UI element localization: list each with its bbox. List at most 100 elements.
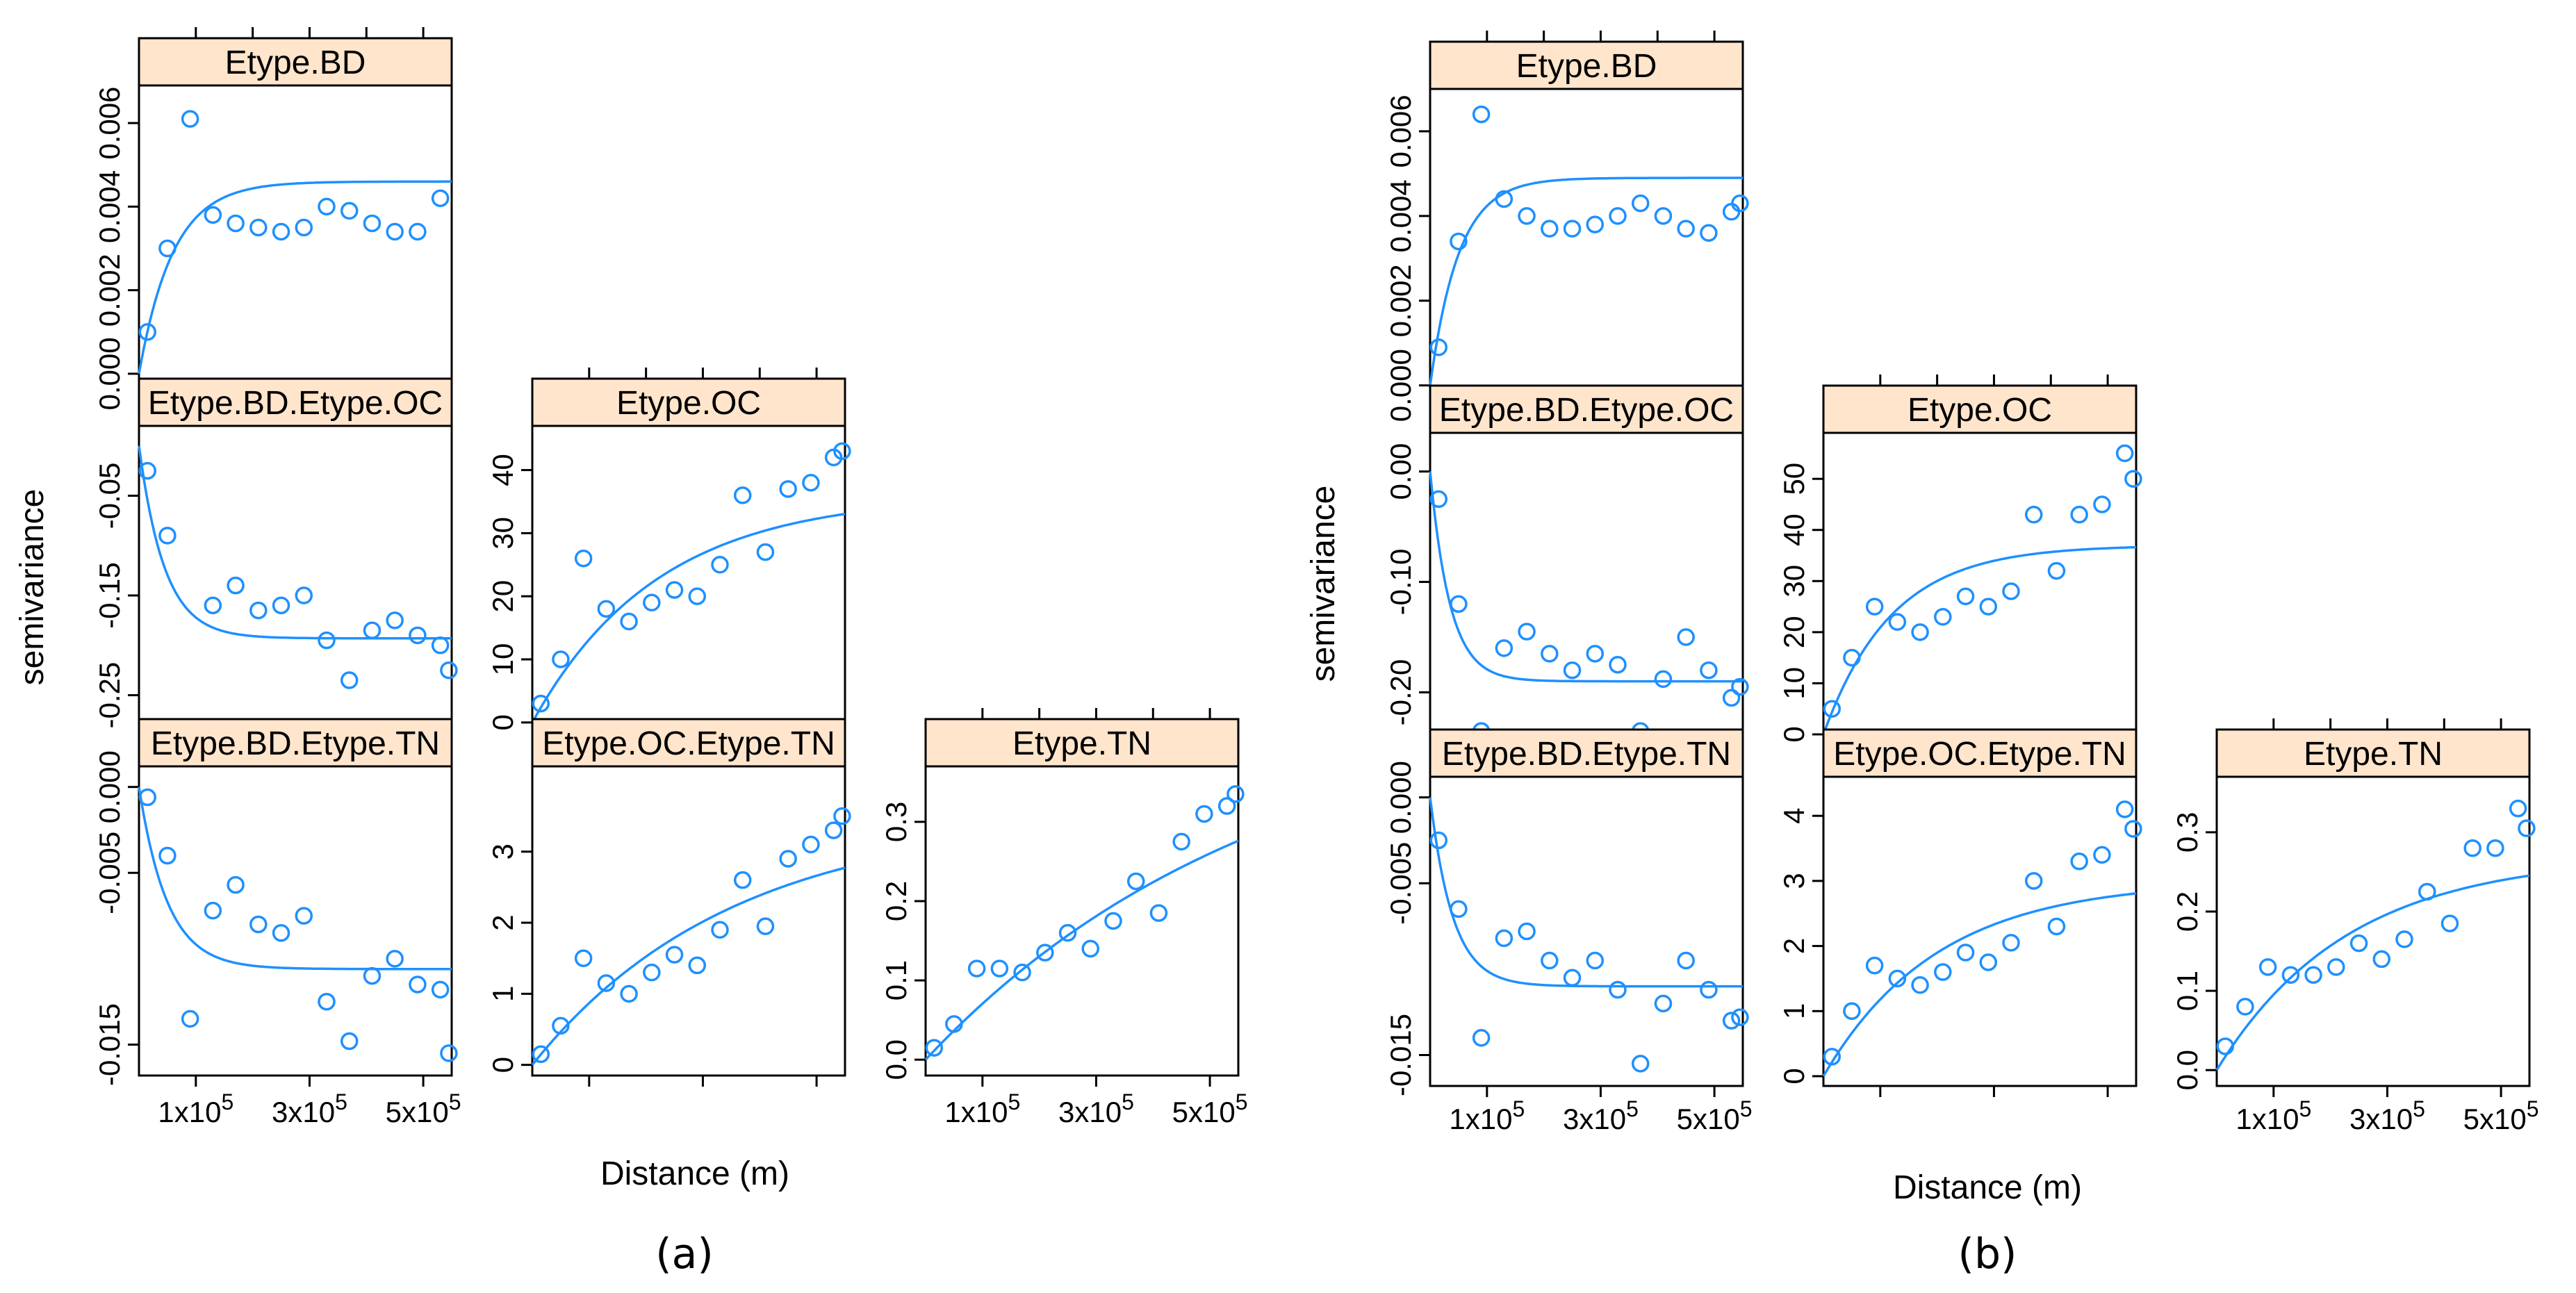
data-point — [363, 621, 382, 640]
data-point — [597, 974, 616, 992]
data-point — [409, 975, 427, 994]
data-point — [2372, 950, 2391, 969]
panel-Etype.BD.Etype.TN: Etype.BD.Etype.TN -0.015 -0.005 0.000 1x105 3… — [1384, 728, 1753, 1135]
y-tick-label: 0.006 — [1384, 94, 1417, 167]
y-tick-label: -0.005 — [1384, 842, 1417, 925]
strip-label: Etype.BD — [225, 44, 366, 81]
data-point — [249, 915, 268, 934]
x-axis-title-b: Distance (m) — [1893, 1169, 2082, 1206]
y-tick-label: 0.1 — [2171, 971, 2204, 1011]
subfigure-label-b: (b) — [1958, 1230, 2017, 1278]
data-point — [409, 222, 427, 241]
data-point — [1429, 338, 1448, 356]
data-point — [574, 549, 593, 568]
data-point — [227, 214, 245, 233]
data-point — [2002, 934, 2020, 952]
strip-Etype.TN — [2215, 728, 2531, 778]
data-point — [1518, 207, 1536, 225]
data-point — [552, 650, 570, 668]
data-point — [2281, 966, 2300, 985]
y-tick-label: 0.3 — [2171, 812, 2204, 853]
y-tick-label: -0.005 — [93, 832, 126, 914]
plot-frame — [1429, 431, 1744, 743]
panel-Etype.BD.Etype.OC: Etype.BD.Etype.OC -0.20 -0.10 0.00 — [1384, 384, 1749, 743]
data-point — [1472, 105, 1491, 124]
data-point — [756, 917, 775, 935]
data-point — [1934, 608, 1952, 626]
data-point — [1700, 980, 1718, 999]
data-point — [1934, 963, 1952, 981]
y-tick-label: 0.0 — [2171, 1050, 2204, 1090]
plot-frame — [1822, 775, 2138, 1087]
strip-Etype.BD — [138, 37, 453, 87]
data-point — [1104, 912, 1122, 930]
data-point — [272, 222, 290, 241]
data-point — [204, 901, 222, 920]
data-point — [1541, 645, 1559, 663]
plot-frame — [1822, 431, 2138, 743]
y-tick-label: 0 — [1778, 1068, 1810, 1084]
data-point — [2093, 846, 2111, 864]
y-tick-label: 20 — [486, 580, 519, 613]
data-point — [1563, 661, 1582, 680]
data-point — [1563, 220, 1582, 238]
strip-Etype.BD.Etype.TN — [1429, 728, 1744, 778]
model-curve — [1429, 471, 1743, 683]
data-point — [1888, 969, 1907, 988]
data-point — [1823, 1048, 1841, 1066]
data-point — [1013, 963, 1031, 982]
y-tick-label: -0.20 — [1384, 659, 1417, 726]
strip-label: Etype.BD — [1516, 48, 1657, 85]
data-point — [2216, 1037, 2235, 1055]
x-tick-label: 3x105 — [1058, 1089, 1134, 1128]
data-point — [1227, 785, 1245, 803]
data-point — [1472, 1029, 1491, 1047]
data-point — [824, 821, 843, 839]
data-point — [138, 461, 157, 480]
data-point — [1865, 956, 1884, 975]
y-tick-label: 0.1 — [880, 960, 912, 1000]
data-point — [249, 601, 268, 620]
data-point — [1843, 1002, 1861, 1021]
data-point — [1631, 194, 1650, 213]
panel-Etype.OC.Etype.TN: Etype.OC.Etype.TN 0 1 2 3 — [486, 718, 851, 1087]
data-point — [227, 576, 245, 595]
strip-label: Etype.BD.Etype.OC — [148, 385, 443, 422]
y-tick-label: 0.2 — [2171, 891, 2204, 932]
data-point — [1609, 207, 1627, 225]
y-tick-label: 1 — [1778, 1003, 1810, 1019]
data-point — [1722, 203, 1741, 221]
data-point — [363, 966, 382, 985]
y-tick-label: 0 — [1778, 726, 1810, 742]
data-point — [2418, 882, 2436, 901]
data-point — [340, 1032, 359, 1051]
strip-label: Etype.OC.Etype.TN — [542, 725, 835, 762]
data-point — [711, 556, 729, 574]
chart-a: Etype.BD0.0000.0020.0040.006Etype.BD.Ety… — [93, 27, 1248, 1128]
data-point — [1586, 215, 1605, 233]
model-curve — [531, 512, 846, 723]
y-tick-label: 20 — [1778, 616, 1810, 649]
data-point — [1722, 689, 1741, 707]
data-point — [1586, 645, 1605, 663]
strip-Etype.BD — [1429, 40, 1744, 90]
strip-label: Etype.BD.Etype.OC — [1439, 392, 1734, 429]
plot-frame — [1429, 88, 1744, 400]
data-point — [1518, 623, 1536, 641]
data-point — [431, 189, 450, 208]
data-point — [1541, 951, 1559, 970]
y-tick-label: -0.05 — [93, 463, 126, 529]
data-point — [2395, 930, 2413, 948]
data-point — [1654, 207, 1673, 225]
data-point — [945, 1015, 963, 1033]
data-point — [2304, 966, 2322, 985]
data-point — [340, 201, 359, 220]
y-tick-label: 2 — [486, 914, 519, 930]
y-tick-label: 30 — [1778, 565, 1810, 598]
data-point — [1609, 656, 1627, 674]
y-axis-title-b: semivariance — [1305, 486, 1342, 682]
data-point — [1654, 670, 1673, 689]
data-point — [2509, 799, 2527, 818]
model-curve — [2215, 874, 2530, 1071]
data-point — [1450, 595, 1468, 613]
